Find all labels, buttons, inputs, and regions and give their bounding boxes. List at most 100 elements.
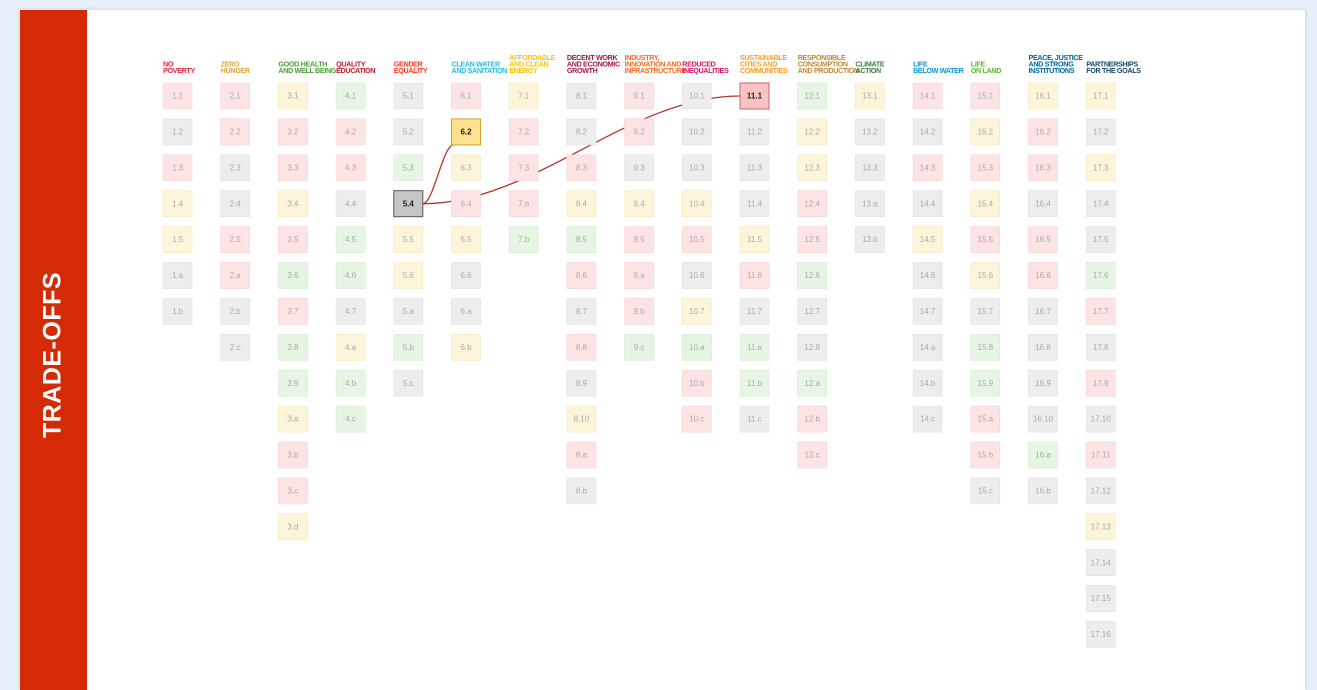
target-code: 5.4 bbox=[403, 199, 415, 208]
goal-label: RESPONSIBLE bbox=[798, 53, 846, 62]
target-box bbox=[566, 154, 597, 182]
target-code: 17.3 bbox=[1093, 163, 1109, 172]
target-box bbox=[278, 262, 308, 289]
target-code: 10.6 bbox=[689, 271, 705, 280]
target-code: 11.c bbox=[747, 415, 762, 424]
target-code: 16.9 bbox=[1035, 379, 1051, 388]
target-code: 2.5 bbox=[230, 235, 242, 244]
goal-label: INEQUALITIES bbox=[682, 66, 729, 75]
target-box bbox=[624, 262, 654, 289]
target-code: 3.9 bbox=[287, 379, 299, 388]
target-box bbox=[566, 477, 597, 505]
target-box bbox=[1085, 369, 1116, 397]
target-code: 10.3 bbox=[689, 163, 705, 172]
target-code: 14.5 bbox=[920, 235, 936, 244]
target-box bbox=[739, 369, 770, 397]
target-box bbox=[970, 262, 1001, 289]
goal-label: CLEAN WATER bbox=[452, 59, 501, 68]
target-code: 3.5 bbox=[287, 235, 299, 244]
goal-label: PARTNERSHIPS bbox=[1086, 59, 1138, 68]
target-code: 14.2 bbox=[920, 128, 936, 137]
target-code: 1.a bbox=[172, 271, 184, 280]
target-code: 3.d bbox=[287, 522, 298, 531]
target-box bbox=[162, 118, 193, 146]
target-box bbox=[278, 190, 308, 217]
target-code: 3.c bbox=[288, 487, 299, 496]
target-code: 15.a bbox=[978, 415, 994, 424]
target-code: 17.10 bbox=[1091, 415, 1112, 424]
target-code: 11.5 bbox=[747, 235, 763, 244]
target-box bbox=[855, 190, 885, 217]
target-box bbox=[739, 226, 770, 253]
target-code: 3.7 bbox=[287, 307, 299, 316]
target-box bbox=[1085, 333, 1116, 361]
target-box bbox=[393, 226, 424, 253]
target-box bbox=[1085, 477, 1116, 505]
target-box bbox=[739, 298, 770, 325]
target-code: 11.3 bbox=[747, 163, 763, 172]
target-box bbox=[970, 82, 1001, 110]
target-box bbox=[162, 226, 193, 253]
links bbox=[422, 95, 741, 205]
target-box bbox=[970, 369, 1001, 397]
target-box bbox=[912, 190, 943, 217]
target-code: 9.a bbox=[634, 271, 646, 280]
goal-label: GOOD HEALTH bbox=[278, 59, 327, 68]
target-box bbox=[912, 82, 943, 110]
target-code: 5.3 bbox=[403, 163, 415, 172]
target-box bbox=[1028, 262, 1058, 289]
target-code: 5.a bbox=[403, 307, 415, 316]
target-code: 13.1 bbox=[862, 92, 878, 101]
target-code: 17.7 bbox=[1093, 307, 1109, 316]
target-code: 16.6 bbox=[1035, 271, 1051, 280]
target-code: 17.13 bbox=[1091, 522, 1112, 531]
target-box bbox=[393, 82, 424, 110]
target-box bbox=[508, 226, 539, 253]
target-code: 11.1 bbox=[747, 92, 763, 101]
target-code: 15.1 bbox=[978, 92, 994, 101]
target-code: 4.2 bbox=[345, 128, 357, 137]
target-box bbox=[278, 333, 308, 361]
target-box bbox=[970, 154, 1001, 182]
target-box bbox=[624, 333, 654, 361]
target-code: 12.1 bbox=[804, 92, 820, 101]
target-code: 7.3 bbox=[518, 163, 530, 172]
goal-label: CONSUMPTION bbox=[798, 59, 848, 68]
target-box bbox=[1028, 369, 1058, 397]
target-code: 3.8 bbox=[287, 343, 299, 352]
target-box bbox=[451, 82, 481, 110]
target-code: 13.b bbox=[862, 235, 878, 244]
target-box bbox=[1028, 477, 1058, 505]
target-code: 8.1 bbox=[576, 92, 588, 101]
target-code: 6.1 bbox=[460, 92, 472, 101]
target-code: 16.3 bbox=[1035, 163, 1051, 172]
target-code: 6.b bbox=[460, 343, 472, 352]
target-code: 3.3 bbox=[287, 163, 299, 172]
target-code: 3.b bbox=[287, 451, 299, 460]
target-code: 8.b bbox=[576, 487, 588, 496]
target-code: 2.b bbox=[230, 307, 242, 316]
target-box bbox=[624, 298, 654, 325]
target-code: 8.a bbox=[576, 451, 588, 460]
target-box bbox=[912, 405, 943, 433]
target-code: 8.8 bbox=[576, 343, 588, 352]
target-box bbox=[220, 190, 250, 217]
target-box bbox=[624, 226, 654, 253]
goal-label: AND ECONOMIC bbox=[567, 59, 620, 68]
target-code: 3.2 bbox=[287, 128, 299, 137]
target-code: 7.2 bbox=[518, 128, 530, 137]
target-box bbox=[624, 154, 654, 182]
target-code: 5.c bbox=[403, 379, 414, 388]
target-box bbox=[624, 118, 654, 146]
target-box bbox=[162, 82, 193, 110]
target-box bbox=[278, 226, 308, 253]
target-code: 4.6 bbox=[345, 271, 357, 280]
target-box bbox=[451, 333, 481, 361]
goal-label: INFRASTRUCTURE bbox=[625, 66, 687, 75]
target-code: 17.9 bbox=[1093, 379, 1109, 388]
target-box bbox=[739, 262, 770, 289]
target-code: 12.6 bbox=[804, 271, 820, 280]
target-box bbox=[739, 405, 770, 433]
target-box bbox=[335, 405, 366, 433]
